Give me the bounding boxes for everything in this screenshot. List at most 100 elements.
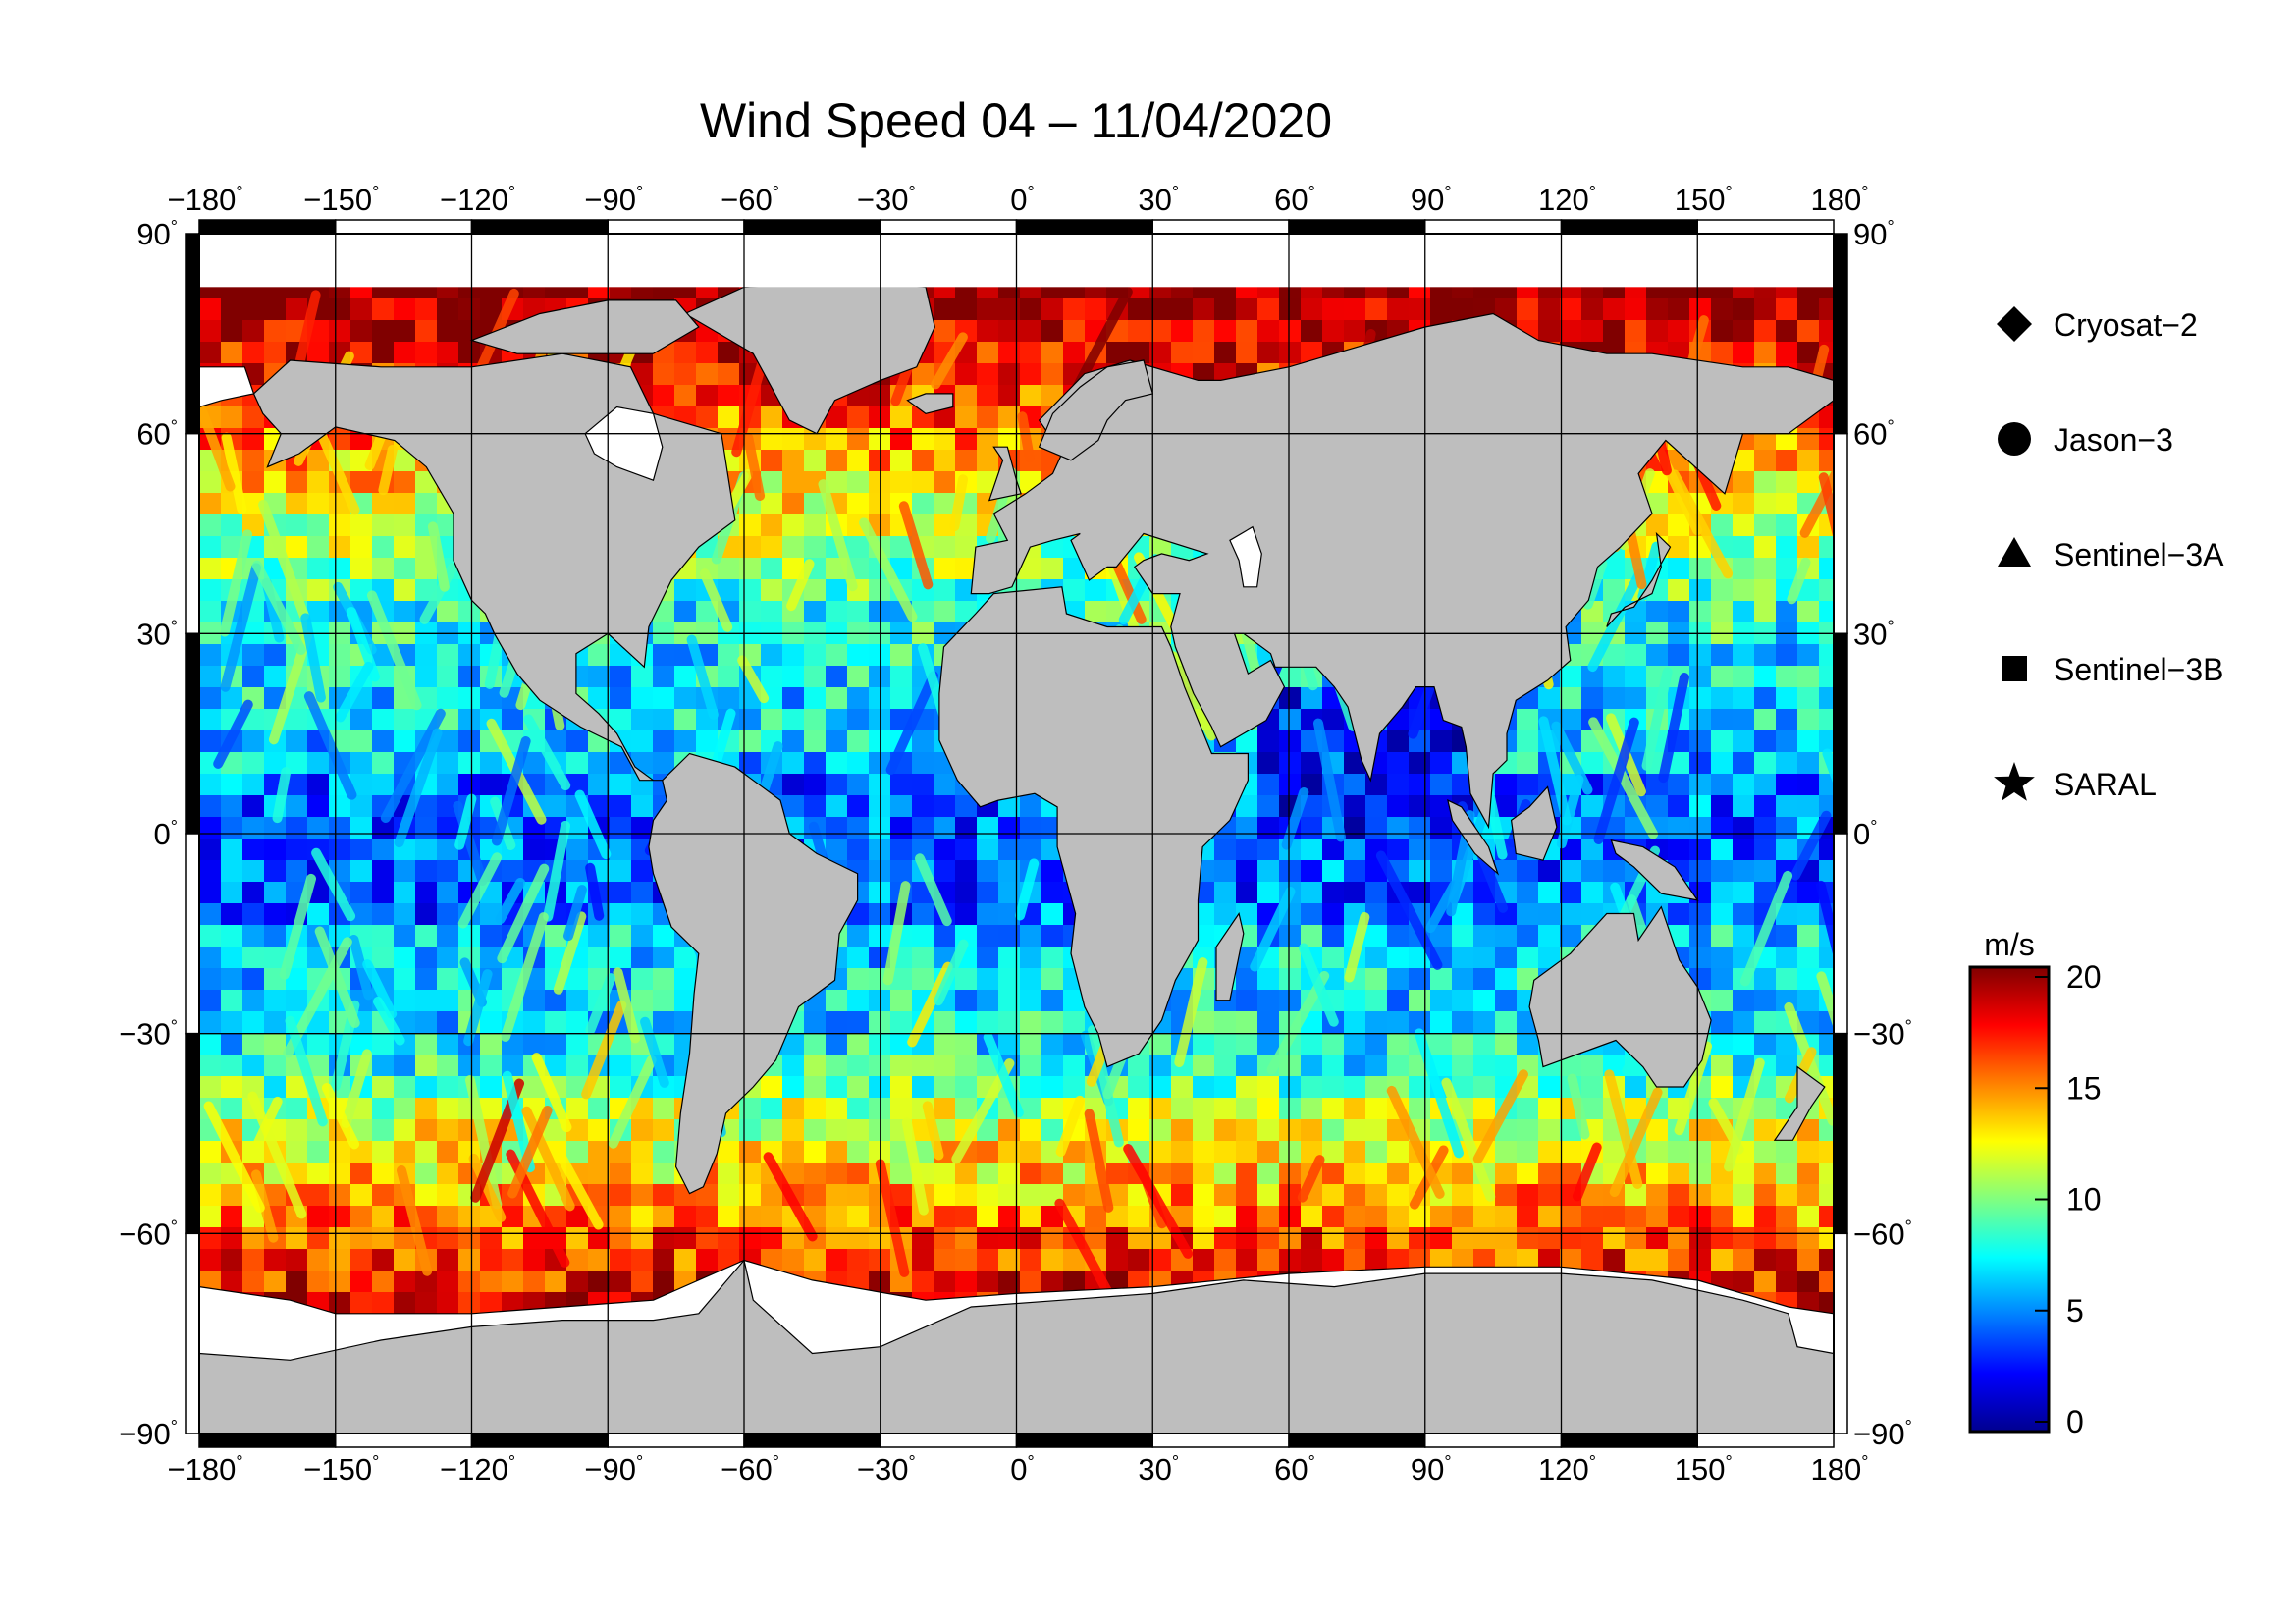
lon-tick-label-bottom: −30° <box>857 1452 916 1487</box>
chart-title: Wind Speed 04 – 11/04/2020 <box>700 93 1332 148</box>
land-new-guinea <box>1610 839 1699 901</box>
legend-item-star: SARAL <box>1994 762 2157 802</box>
lon-tick-label-bottom: −90° <box>584 1452 643 1487</box>
lat-tick-label-right: 30° <box>1853 617 1895 651</box>
lon-tick-label-top: 150° <box>1675 183 1733 217</box>
lat-tick-label-right: 90° <box>1853 217 1895 251</box>
frame-bar-top <box>1015 219 1153 235</box>
frame-bar-bottom <box>1696 1433 1835 1448</box>
lon-tick-label-bottom: −180° <box>167 1452 242 1487</box>
lon-tick-label-bottom: 30° <box>1138 1452 1179 1487</box>
lon-tick-label-bottom: −60° <box>721 1452 779 1487</box>
colorbar-tick-label: 0 <box>2066 1404 2084 1439</box>
lat-tick-label-left: 30° <box>136 617 178 651</box>
frame-bar-top <box>607 219 745 235</box>
lon-tick-label-top: 30° <box>1138 183 1179 217</box>
land-iceland <box>906 393 954 414</box>
lat-tick-label-right: 60° <box>1853 417 1895 452</box>
lon-tick-label-bottom: 60° <box>1274 1452 1315 1487</box>
wind-speed-colorbar: m/s 0 5 10 15 20 <box>1968 927 2102 1439</box>
legend-label: Sentinel−3B <box>2054 652 2223 687</box>
frame-bar-bottom <box>1424 1433 1563 1448</box>
lon-tick-label-top: 120° <box>1538 183 1596 217</box>
lon-tick-label-top: −60° <box>721 183 779 217</box>
triangle-icon <box>1998 537 2031 567</box>
lat-tick-label-right: −90° <box>1853 1417 1912 1451</box>
lon-tick-label-top: 60° <box>1274 183 1315 217</box>
lat-tick-label-left: −30° <box>119 1017 178 1052</box>
frame-bar-bottom <box>1015 1433 1153 1448</box>
frame-bar-bottom <box>743 1433 881 1448</box>
lon-tick-label-top: −30° <box>857 183 916 217</box>
frame-bar-left <box>185 1032 200 1235</box>
frame-bar-right <box>1833 1232 1848 1434</box>
frame-bar-right <box>1833 233 1848 435</box>
lon-tick-label-bottom: 120° <box>1538 1452 1596 1487</box>
lon-tick-label-bottom: −150° <box>303 1452 379 1487</box>
legend-item-triangle: Sentinel−3A <box>1998 537 2224 572</box>
frame-bar-left <box>185 833 200 1035</box>
frame-bar-top <box>470 219 609 235</box>
legend-label: SARAL <box>2054 767 2157 802</box>
frame-bar-top <box>1288 219 1426 235</box>
lon-tick-label-top: −120° <box>440 183 515 217</box>
legend-item-square: Sentinel−3B <box>2002 652 2223 687</box>
lon-tick-label-top: 90° <box>1411 183 1452 217</box>
frame-bar-top <box>880 219 1018 235</box>
map-frame <box>185 219 1848 1448</box>
colorbar-tick-label: 5 <box>2066 1293 2084 1328</box>
graticule <box>199 234 1834 1434</box>
legend-label: Cryosat−2 <box>2054 307 2198 343</box>
lon-tick-label-top: −150° <box>303 183 379 217</box>
frame-bar-left <box>185 1232 200 1434</box>
lat-tick-label-left: 90° <box>136 217 178 251</box>
colorbar-tick-label: 10 <box>2066 1182 2102 1217</box>
lat-tick-label-left: 60° <box>136 417 178 452</box>
frame-bar-bottom <box>335 1433 473 1448</box>
land-sumatra <box>1447 799 1500 876</box>
frame-bar-bottom <box>880 1433 1018 1448</box>
legend-label: Sentinel−3A <box>2054 537 2224 572</box>
lat-tick-label-left: −60° <box>119 1217 178 1251</box>
lon-tick-label-bottom: −120° <box>440 1452 515 1487</box>
legend-item-circle: Jason−3 <box>1998 422 2173 458</box>
land-australia <box>1528 905 1712 1088</box>
frame-bar-left <box>185 432 200 635</box>
frame-bar-bottom <box>1151 1433 1290 1448</box>
lon-tick-label-top: 0° <box>1010 183 1034 217</box>
frame-bar-top <box>1151 219 1290 235</box>
map-area <box>199 234 1834 1434</box>
land-new-zealand <box>1773 1065 1826 1141</box>
colorbar-tick-label: 20 <box>2066 959 2102 995</box>
frame-bar-left <box>185 632 200 835</box>
lon-tick-label-top: −180° <box>167 183 242 217</box>
frame-bar-right <box>1833 1032 1848 1235</box>
colorbar-tick-label: 15 <box>2066 1070 2102 1106</box>
frame-bar-bottom <box>607 1433 745 1448</box>
lon-tick-label-top: 180° <box>1811 183 1869 217</box>
land-south-america <box>648 752 859 1195</box>
land-japan <box>1606 531 1672 627</box>
frame-bar-top <box>198 219 337 235</box>
lat-tick-label-right: −30° <box>1853 1017 1912 1052</box>
frame-bar-top <box>1424 219 1563 235</box>
land-arctic-islands <box>469 299 700 354</box>
lat-tick-label-right: 0° <box>1853 817 1877 851</box>
frame-bar-top <box>743 219 881 235</box>
frame-bar-bottom <box>198 1433 337 1448</box>
lon-tick-label-bottom: 0° <box>1010 1452 1034 1487</box>
axis-tick-labels: −180° −180° −150° −150° −120° −120° −90° −90° −6… <box>119 183 1912 1487</box>
frame-bar-right <box>1833 432 1848 635</box>
frame-bar-top <box>335 219 473 235</box>
frame-bar-top <box>1696 219 1835 235</box>
legend-item-diamond: Cryosat−2 <box>1997 306 2198 343</box>
land-eurasia <box>970 312 1834 830</box>
lat-tick-label-left: 0° <box>154 817 178 851</box>
frame-bar-bottom <box>470 1433 609 1448</box>
diamond-icon <box>1997 306 2032 342</box>
lon-tick-label-bottom: 90° <box>1411 1452 1452 1487</box>
land-great-britain <box>988 446 1022 502</box>
lon-tick-label-bottom: 180° <box>1811 1452 1869 1487</box>
lat-tick-label-right: −60° <box>1853 1217 1912 1251</box>
